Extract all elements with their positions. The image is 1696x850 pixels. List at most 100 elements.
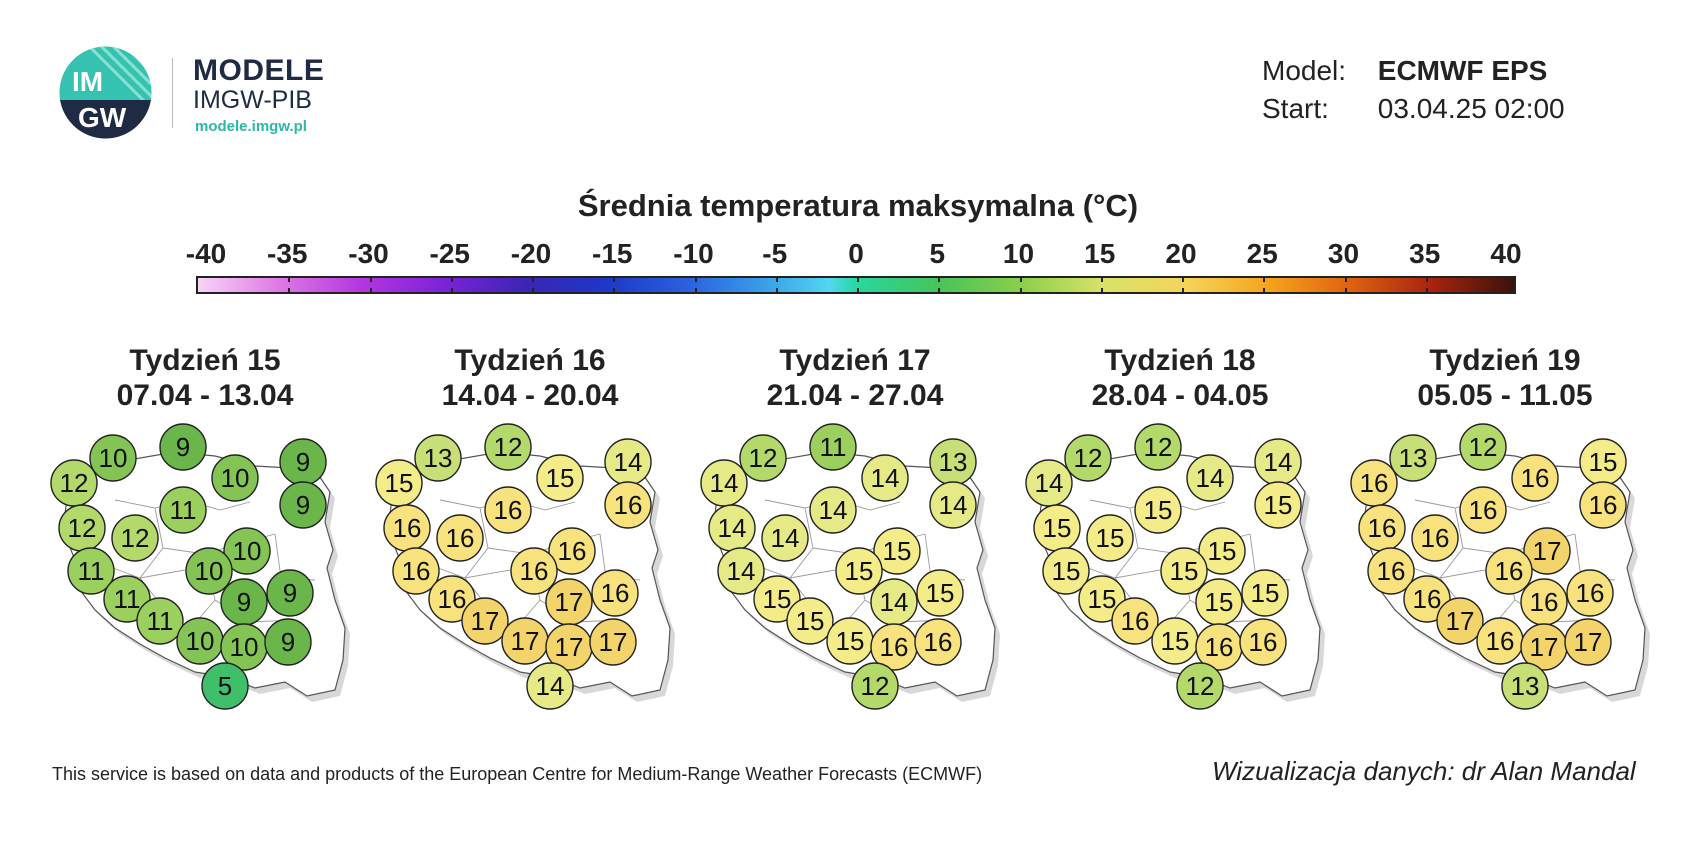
- legend-tick-label: 10: [1002, 238, 1035, 269]
- station-value: 15: [1208, 536, 1237, 566]
- station-marker: 15: [786, 597, 834, 645]
- station-value: 12: [1074, 443, 1103, 473]
- station-value: 14: [880, 587, 909, 617]
- station-value: 12: [1186, 671, 1215, 701]
- week-heading: Tydzień 17 21.04 - 27.04: [705, 343, 1005, 413]
- colorbar-tick: [532, 276, 534, 282]
- station-circle: [1367, 547, 1415, 595]
- station-value: 16: [1205, 632, 1234, 662]
- start-value: 03.04.25 02:00: [1377, 93, 1565, 124]
- station-value: 16: [1249, 627, 1278, 657]
- station-value: 14: [614, 447, 643, 477]
- station-value: 15: [385, 468, 414, 498]
- station-marker: 16: [1566, 569, 1614, 617]
- station-value: 16: [1521, 463, 1550, 493]
- colorbar-tick: [450, 288, 453, 294]
- station-value: 11: [170, 495, 197, 525]
- station-marker: 16: [1511, 454, 1559, 502]
- station-circle: [1411, 514, 1459, 562]
- station-marker: 16: [510, 547, 558, 595]
- station-marker: 16: [1485, 547, 1533, 595]
- station-value: 16: [393, 513, 422, 543]
- station-value: 14: [771, 523, 800, 553]
- station-marker: 16: [1111, 597, 1159, 645]
- station-value: 14: [718, 513, 747, 543]
- station-value: 16: [924, 627, 953, 657]
- week-title: Tydzień 19: [1429, 344, 1581, 377]
- station-marker: 16: [870, 623, 918, 671]
- station-marker: 14: [761, 514, 809, 562]
- station-marker: 12: [484, 423, 532, 471]
- poland-map: 13 12 14 15 15 16 16 16 16 16 16 16 16 17 16 17 17 17 17 14: [370, 420, 690, 730]
- week-title: Tydzień 17: [779, 344, 931, 377]
- station-marker: 13: [929, 438, 977, 486]
- station-value: 16: [558, 536, 587, 566]
- colorbar-tick: [694, 276, 697, 282]
- station-marker: 13: [414, 434, 462, 482]
- poland-map: 13 12 15 16 16 16 16 16 16 17 16 16 16 16 16 17 16 17 17 13: [1345, 420, 1665, 730]
- station-marker: 17: [501, 617, 549, 665]
- station-marker: 15: [1042, 547, 1090, 595]
- station-marker: 9: [220, 578, 268, 626]
- station-circle: [111, 514, 159, 562]
- data-source-note: This service is based on data and produc…: [52, 764, 983, 784]
- station-marker: 13: [1389, 434, 1437, 482]
- colorbar-tick: [1263, 276, 1266, 282]
- station-marker: 11: [103, 575, 151, 623]
- colorbar-tick: [1344, 276, 1347, 282]
- legend-tick-label: 20: [1165, 238, 1197, 269]
- week-title: Tydzień 15: [129, 344, 281, 377]
- station-circle: [526, 662, 574, 710]
- station-circle: [536, 454, 584, 502]
- week-heading: Tydzień 19 05.05 - 11.05: [1355, 343, 1655, 413]
- station-value: 10: [230, 632, 259, 662]
- station-marker: 14: [708, 504, 756, 552]
- station-value: 16: [1486, 626, 1515, 656]
- colorbar-tick: [532, 288, 534, 294]
- station-value: 9: [176, 432, 190, 462]
- station-value: 15: [1096, 523, 1125, 553]
- colorbar-tick: [369, 288, 372, 294]
- station-marker: 15: [1078, 575, 1126, 623]
- station-marker: 17: [545, 578, 593, 626]
- legend-tick-label: -10: [673, 238, 714, 269]
- station-marker: 14: [1254, 438, 1302, 486]
- legend-tick-label: -20: [510, 238, 552, 269]
- station-marker: 12: [1176, 662, 1224, 710]
- station-marker: 12: [1134, 423, 1182, 471]
- station-marker: 17: [1523, 527, 1571, 575]
- station-marker: 16: [1367, 547, 1415, 595]
- station-circle: [753, 575, 801, 623]
- station-circle: [136, 597, 184, 645]
- station-marker: 15: [1195, 578, 1243, 626]
- station-circle: [1564, 618, 1612, 666]
- station-marker: 16: [428, 575, 476, 623]
- colorbar-tick: [369, 276, 372, 282]
- station-value: 13: [1511, 671, 1540, 701]
- station-circle: [739, 434, 787, 482]
- station-circle: [861, 454, 909, 502]
- brand-url[interactable]: modele.imgw.pl: [195, 118, 307, 135]
- model-row: Model: ECMWF EPS: [1262, 55, 1547, 87]
- station-value: 16: [1495, 556, 1524, 586]
- station-value: 15: [763, 584, 792, 614]
- station-value: 16: [438, 584, 467, 614]
- station-marker: 16: [1411, 514, 1459, 562]
- model-value: ECMWF EPS: [1377, 55, 1548, 86]
- station-circle: [1064, 434, 1112, 482]
- station-circle: [428, 575, 476, 623]
- station-circle: [201, 662, 249, 710]
- station-circle: [484, 423, 532, 471]
- station-circle: [211, 454, 259, 502]
- legend-tick-labels: -40 -35 -30 -25 -20 -15 -10 -5 0 5 10 15 20 25 30 35 40: [0, 238, 1696, 272]
- station-circle: [1254, 481, 1302, 529]
- colorbar-tick: [1100, 276, 1103, 282]
- station-marker: 15: [1134, 486, 1182, 534]
- station-circle: [809, 486, 857, 534]
- station-marker: 14: [809, 486, 857, 534]
- station-value: 16: [1368, 513, 1397, 543]
- station-circle: [1566, 569, 1614, 617]
- station-marker: 10: [89, 434, 137, 482]
- station-circle: [1239, 618, 1287, 666]
- station-value: 17: [1533, 536, 1562, 566]
